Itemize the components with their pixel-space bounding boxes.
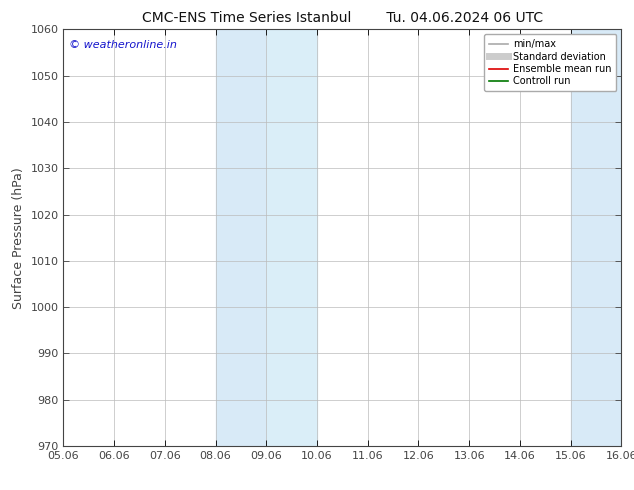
- Text: © weatheronline.in: © weatheronline.in: [69, 40, 177, 50]
- Bar: [266, 29, 317, 446]
- Legend: min/max, Standard deviation, Ensemble mean run, Controll run: min/max, Standard deviation, Ensemble me…: [484, 34, 616, 91]
- Y-axis label: Surface Pressure (hPa): Surface Pressure (hPa): [12, 167, 25, 309]
- Title: CMC-ENS Time Series Istanbul        Tu. 04.06.2024 06 UTC: CMC-ENS Time Series Istanbul Tu. 04.06.2…: [142, 11, 543, 25]
- Bar: [621, 29, 634, 446]
- Bar: [216, 29, 266, 446]
- Bar: [571, 29, 621, 446]
